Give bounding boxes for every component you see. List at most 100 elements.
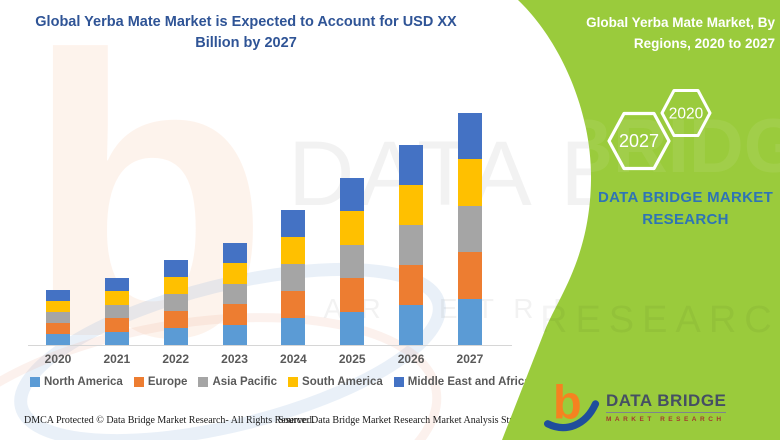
- x-axis-label: 2023: [221, 352, 248, 366]
- bar-column-2026: 2026: [398, 145, 424, 366]
- legend-swatch: [198, 377, 209, 387]
- legend-swatch: [30, 377, 40, 387]
- bar-segment-south-america: [163, 277, 188, 294]
- side-panel-title-line2: Regions, 2020 to 2027: [633, 36, 775, 51]
- bar-segment-middle-east-and-africa: [399, 145, 424, 185]
- bar-segment-europe: [163, 311, 188, 328]
- bar-segment-north-america: [399, 305, 424, 345]
- legend-item-south-america: South America: [288, 376, 383, 388]
- brand-name-line2: RESEARCH: [642, 211, 729, 228]
- legend-label: North America: [44, 376, 123, 388]
- legend-swatch: [393, 377, 404, 387]
- data-bridge-logo: b DATA BRIDGE MARKET RESEARCH: [544, 374, 727, 432]
- bar-segment-asia-pacific: [281, 264, 306, 291]
- watermark-swoosh-peach: [0, 313, 442, 440]
- x-axis-label: 2022: [162, 352, 190, 366]
- x-axis-label: 2021: [103, 352, 131, 366]
- legend-item-middle-east-and-africa: Middle East and Africa: [393, 376, 531, 388]
- brand-name-line1: DATA BRIDGE MARKET: [597, 189, 774, 206]
- bar-segment-north-america: [163, 328, 188, 345]
- bar-column-2020: 2020: [45, 290, 71, 366]
- stacked-bar-2023: [222, 242, 247, 345]
- footer-source: Source: Data Bridge Market Research Mark…: [278, 415, 547, 426]
- bar-segment-north-america: [457, 298, 482, 345]
- stacked-bar-2022: [163, 260, 188, 345]
- hexagon-2020-label: 2020: [669, 106, 704, 123]
- legend-label: Asia Pacific: [212, 376, 278, 388]
- bar-segment-south-america: [104, 291, 129, 305]
- bar-segment-north-america: [222, 324, 247, 345]
- green-watermark-bridge: BRIDGE: [558, 104, 780, 189]
- bar-segment-middle-east-and-africa: [46, 290, 70, 301]
- x-axis-label: 2020: [44, 352, 72, 366]
- bar-segment-europe: [281, 291, 306, 318]
- logo-b-glyph: b: [553, 375, 582, 428]
- logo-swoosh-icon: [544, 400, 600, 432]
- green-side-panel: BRIDGE RESEARCH: [502, 0, 780, 440]
- bar-segment-south-america: [340, 211, 365, 245]
- hexagon-2027-label: 2027: [619, 131, 659, 151]
- green-panel-shape: [502, 0, 780, 440]
- side-panel-title-line1: Global Yerba Mate Market, By: [586, 15, 775, 30]
- bar-chart: 2020 2021 2022 2023 2024 2025 2026 2027: [45, 112, 483, 366]
- bar-segment-middle-east-and-africa: [281, 210, 306, 237]
- x-axis-label: 2024: [280, 352, 307, 366]
- bar-segment-middle-east-and-africa: [104, 277, 129, 291]
- stacked-bar-2026: [399, 145, 424, 345]
- bar-column-2021: 2021: [103, 277, 130, 366]
- bar-segment-north-america: [46, 334, 70, 345]
- bar-segment-north-america: [340, 311, 365, 345]
- legend-swatch: [133, 377, 144, 387]
- hexagon-badges: 2027 2020: [607, 89, 712, 171]
- bar-segment-south-america: [281, 237, 306, 264]
- chart-legend: North America Europe Asia Pacific South Ame…: [30, 376, 531, 388]
- legend-swatch: [288, 377, 299, 387]
- bar-segment-europe: [46, 323, 70, 334]
- bar-segment-asia-pacific: [163, 294, 188, 311]
- bar-segment-europe: [399, 265, 424, 305]
- bar-column-2022: 2022: [162, 260, 189, 366]
- logo-title: DATA BRIDGE: [606, 391, 727, 413]
- bar-segment-asia-pacific: [46, 312, 70, 323]
- hexagon-2027: [607, 111, 671, 171]
- stacked-bar-2027: [457, 112, 482, 345]
- side-panel-title: Global Yerba Mate Market, By Regions, 20…: [575, 12, 775, 54]
- logo-b-icon: b: [544, 375, 600, 432]
- bar-segment-asia-pacific: [457, 205, 482, 252]
- bar-segment-south-america: [46, 301, 70, 312]
- green-watermark-research: RESEARCH: [540, 299, 780, 341]
- chart-title: Global Yerba Mate Market is Expected to …: [26, 12, 466, 54]
- legend-item-north-america: North America: [30, 376, 123, 388]
- bar-segment-middle-east-and-africa: [340, 177, 365, 211]
- bar-segment-south-america: [399, 185, 424, 225]
- legend-label: Middle East and Africa: [407, 376, 531, 388]
- bar-segment-europe: [457, 252, 482, 299]
- logo-subtitle: MARKET RESEARCH: [606, 416, 725, 423]
- legend-item-asia-pacific: Asia Pacific: [198, 376, 277, 388]
- bar-segment-asia-pacific: [104, 304, 129, 318]
- x-axis-label: 2027: [456, 352, 484, 366]
- legend-item-europe: Europe: [133, 376, 187, 388]
- chart-title-line1: Global Yerba Mate Market is Expected to …: [35, 14, 457, 30]
- bar-segment-middle-east-and-africa: [457, 112, 482, 159]
- bar-segment-north-america: [281, 318, 306, 345]
- bar-column-2023: 2023: [221, 242, 248, 366]
- bar-segment-middle-east-and-africa: [222, 242, 247, 263]
- bar-column-2024: 2024: [280, 210, 307, 366]
- bar-segment-europe: [340, 278, 365, 312]
- chart-title-line2: Billion by 2027: [195, 35, 297, 51]
- watermark-swoosh-blue: [14, 262, 446, 440]
- bar-segment-asia-pacific: [222, 283, 247, 304]
- legend-label: South America: [302, 376, 383, 388]
- stacked-bar-2021: [104, 277, 129, 345]
- footer-copyright: DMCA Protected © Data Bridge Market Rese…: [24, 415, 315, 426]
- bar-segment-europe: [222, 304, 247, 325]
- bar-column-2025: 2025: [339, 177, 366, 366]
- x-axis-line: [28, 345, 512, 346]
- x-axis-label: 2025: [338, 352, 366, 366]
- bar-segment-europe: [104, 318, 129, 332]
- bar-segment-asia-pacific: [399, 225, 424, 265]
- stacked-bar-2020: [46, 290, 70, 345]
- bar-segment-south-america: [222, 263, 247, 284]
